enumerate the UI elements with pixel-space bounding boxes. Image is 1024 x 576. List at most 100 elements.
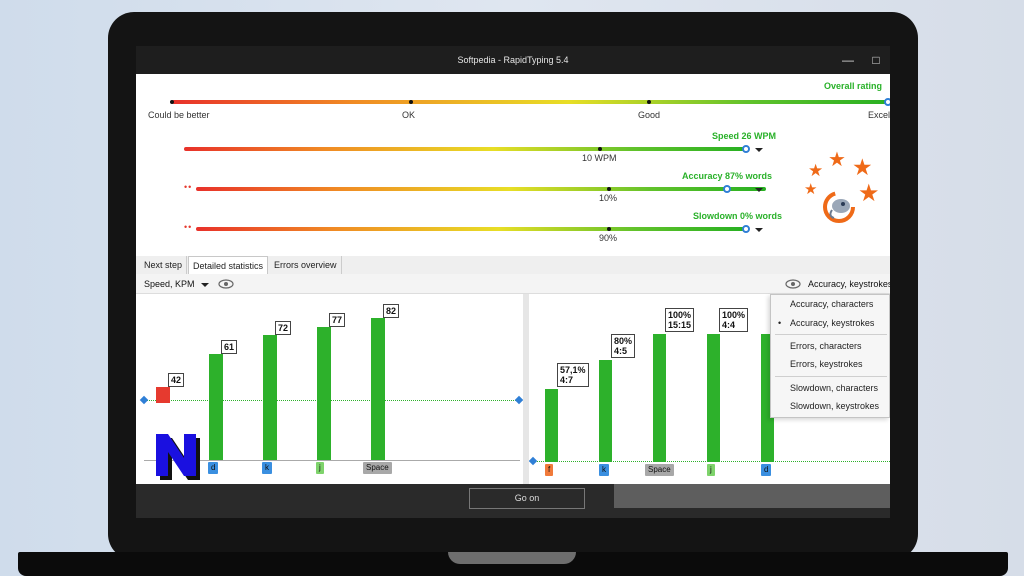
accuracy-knob[interactable] bbox=[723, 185, 731, 193]
speed-chart: 42 61 d 72 k 77 j 82 Space bbox=[136, 296, 523, 484]
right-metric-select[interactable]: Accuracy, keystrokes bbox=[808, 279, 890, 289]
slowdown-mark-label: 90% bbox=[599, 233, 618, 243]
speed-knob[interactable] bbox=[742, 145, 750, 153]
bar-value-label: 42 bbox=[168, 373, 185, 387]
overall-tick-0 bbox=[170, 100, 174, 104]
slowdown-bar bbox=[196, 227, 746, 231]
app-window: Softpedia - RapidTyping 5.4 — □ Overall … bbox=[136, 46, 890, 518]
key-label: d bbox=[208, 462, 219, 474]
bar-d bbox=[209, 354, 223, 460]
tab-detailed-statistics[interactable]: Detailed statistics bbox=[188, 256, 269, 274]
average-marker bbox=[529, 456, 538, 466]
key-label: k bbox=[262, 462, 272, 474]
bar-value-label: 80% 4:5 bbox=[611, 334, 636, 358]
bar-value-label: 77 bbox=[329, 313, 346, 327]
minimize-icon[interactable]: — bbox=[842, 53, 854, 67]
overall-rating-label: Overall rating bbox=[824, 81, 883, 91]
accuracy-dropdown-icon[interactable] bbox=[755, 188, 763, 192]
tab-next-step[interactable]: Next step bbox=[140, 256, 188, 274]
percent-text: 100% bbox=[722, 310, 746, 320]
percent-text: 80% bbox=[614, 336, 633, 346]
eye-icon[interactable] bbox=[785, 279, 801, 289]
overall-rating-knob[interactable] bbox=[884, 98, 890, 106]
overall-tick-2 bbox=[647, 100, 651, 104]
speed-mark-label: 10 WPM bbox=[582, 153, 617, 163]
overall-rating-bar bbox=[172, 100, 890, 104]
accuracy-mark-label: 10% bbox=[599, 193, 618, 203]
rating-stars-logo: ★ ★ ★ ★ ★ bbox=[802, 150, 890, 240]
overall-tick-1 bbox=[409, 100, 413, 104]
ratio-text: 4:5 bbox=[614, 346, 628, 356]
selected-bullet-icon: • bbox=[778, 318, 782, 328]
overall-tick-label: Excel bbox=[868, 110, 890, 120]
app-logo-icon bbox=[823, 191, 855, 223]
star-icon: ★ bbox=[852, 154, 873, 180]
menu-item-accuracy-characters[interactable]: Accuracy, characters bbox=[790, 299, 874, 309]
eye-icon[interactable] bbox=[218, 279, 234, 289]
speed-tick bbox=[598, 147, 602, 151]
average-marker bbox=[514, 395, 523, 405]
ratio-text: 4:4 bbox=[722, 320, 736, 330]
key-label: Space bbox=[363, 462, 392, 474]
window-title: Softpedia - RapidTyping 5.4 bbox=[457, 55, 569, 65]
bar-value-label: 61 bbox=[221, 340, 238, 354]
star-icon: ★ bbox=[828, 149, 846, 171]
slowdown-knob[interactable] bbox=[742, 225, 750, 233]
laptop-notch bbox=[448, 552, 576, 564]
footer-bar: Go on bbox=[136, 484, 890, 518]
key-label: f bbox=[545, 464, 554, 476]
overall-tick-label: Could be better bbox=[148, 110, 210, 120]
menu-item-errors-keystrokes[interactable]: Errors, keystrokes bbox=[790, 359, 863, 369]
key-label: k bbox=[599, 464, 609, 476]
slowdown-metric-label: Slowdown 0% words bbox=[693, 211, 783, 221]
key-label: j bbox=[316, 462, 324, 474]
chevron-down-icon[interactable] bbox=[201, 283, 209, 287]
key-label: Space bbox=[645, 464, 674, 476]
star-icon: ★ bbox=[808, 161, 824, 180]
accuracy-metric-label: Accuracy 87% words bbox=[682, 171, 773, 181]
left-metric-select[interactable]: Speed, KPM bbox=[144, 279, 195, 289]
key-label: j bbox=[707, 464, 715, 476]
bar-Space bbox=[371, 318, 385, 460]
bar-value-label: 100% 15:15 bbox=[665, 308, 695, 332]
tab-errors-overview[interactable]: Errors overview bbox=[270, 256, 342, 274]
average-line bbox=[144, 400, 520, 401]
bar-value-label: 82 bbox=[383, 304, 400, 318]
star-icon: ★ bbox=[858, 180, 880, 207]
accuracy-bar bbox=[196, 187, 766, 191]
percent-text: 100% bbox=[668, 310, 692, 320]
speed-dropdown-icon[interactable] bbox=[755, 148, 763, 152]
bar-k bbox=[599, 360, 612, 462]
maximize-icon[interactable]: □ bbox=[872, 53, 880, 67]
panel-separator bbox=[523, 294, 529, 484]
menu-item-label: Accuracy, keystrokes bbox=[790, 318, 875, 328]
bar-k bbox=[263, 335, 277, 460]
menu-item-slowdown-characters[interactable]: Slowdown, characters bbox=[790, 383, 879, 393]
menu-item-slowdown-keystrokes[interactable]: Slowdown, keystrokes bbox=[790, 401, 880, 411]
softpedia-n-logo bbox=[156, 434, 200, 480]
metric-dropdown-menu: Accuracy, characters • Accuracy, keystro… bbox=[770, 294, 890, 418]
overall-tick-label: Good bbox=[638, 110, 661, 120]
chart-baseline bbox=[144, 460, 520, 461]
bar-value-label: 57,1% 4:7 bbox=[557, 363, 589, 387]
bar-Space bbox=[653, 334, 666, 462]
bar-value-label: 100% 4:4 bbox=[719, 308, 749, 332]
chart-toolbar: Speed, KPM Accuracy, keystrokes bbox=[136, 274, 890, 294]
bar-value-label: 72 bbox=[275, 321, 292, 335]
slowdown-dropdown-icon[interactable] bbox=[755, 228, 763, 232]
status-panel bbox=[614, 484, 890, 508]
menu-item-errors-characters[interactable]: Errors, characters bbox=[790, 341, 862, 351]
bar-j bbox=[317, 327, 331, 460]
accuracy-tick bbox=[607, 187, 611, 191]
speed-bar bbox=[184, 147, 746, 151]
menu-item-accuracy-keystrokes[interactable]: • Accuracy, keystrokes bbox=[771, 314, 890, 332]
slowdown-low-marker: •• bbox=[184, 222, 193, 232]
accuracy-low-marker: •• bbox=[184, 182, 193, 192]
speed-metric-label: Speed 26 WPM bbox=[712, 131, 777, 141]
ratio-text: 4:7 bbox=[560, 375, 574, 385]
go-on-button[interactable]: Go on bbox=[469, 488, 585, 509]
menu-separator bbox=[775, 376, 887, 377]
title-bar: Softpedia - RapidTyping 5.4 — □ bbox=[136, 46, 890, 74]
slowdown-tick bbox=[607, 227, 611, 231]
bar-error-segment bbox=[156, 387, 170, 403]
